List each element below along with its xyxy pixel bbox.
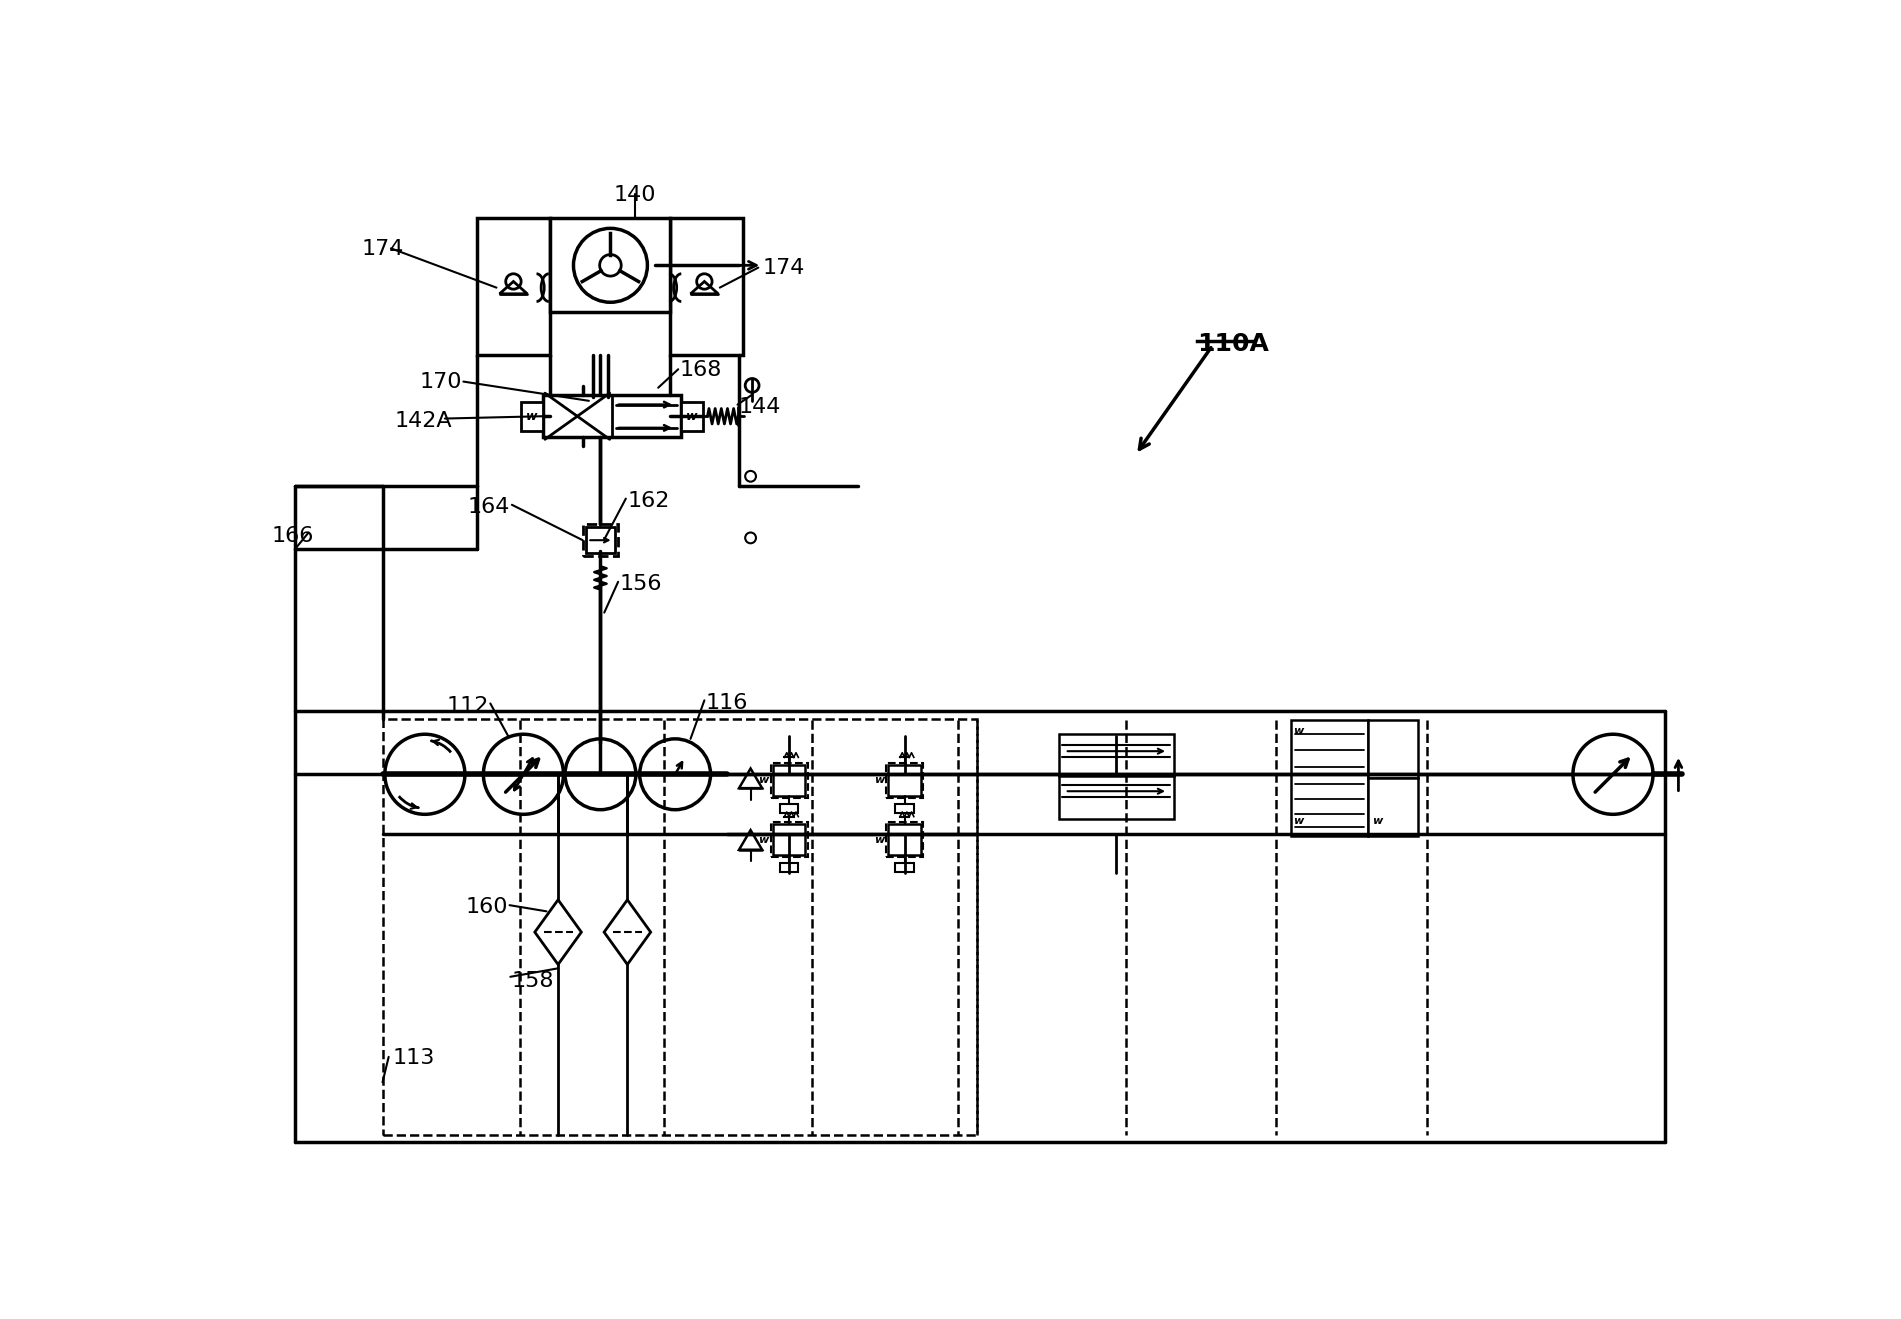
Bar [1369,720,1418,778]
Text: w: w [1293,727,1304,736]
Bar [586,528,616,553]
Circle shape [745,471,757,481]
Bar [770,822,808,857]
Bar [521,401,542,431]
Bar [888,824,920,855]
Bar [774,824,806,855]
Text: 144: 144 [739,397,781,417]
Bar [886,822,924,857]
Text: 110A: 110A [1198,331,1270,356]
Bar [774,765,806,795]
Circle shape [565,739,635,810]
Text: 140: 140 [614,185,656,206]
Bar [1369,778,1418,836]
Text: w: w [758,835,768,844]
Text: 174: 174 [762,259,804,278]
Text: w: w [874,835,884,844]
Text: 170: 170 [420,372,462,392]
Circle shape [641,739,711,810]
Text: 142A: 142A [395,410,452,431]
Text: 113: 113 [392,1047,435,1067]
Circle shape [574,228,648,302]
Text: 116: 116 [705,692,749,712]
Text: w: w [758,776,768,785]
Bar [886,762,924,798]
Bar [779,863,798,872]
Bar [551,219,669,313]
Circle shape [745,533,757,543]
Text: w: w [874,776,884,785]
Bar [681,401,703,431]
Bar [895,863,914,872]
Circle shape [696,274,713,289]
Text: 162: 162 [627,491,669,510]
Bar [1059,735,1175,776]
Text: w: w [1373,816,1382,826]
Bar [477,219,551,355]
Bar [779,803,798,813]
Text: 166: 166 [272,526,314,546]
Circle shape [1572,735,1654,814]
Bar [542,396,681,437]
Text: 112: 112 [447,695,489,716]
Circle shape [483,735,563,814]
Text: 168: 168 [681,360,722,380]
Bar [382,719,977,1134]
Bar [895,803,914,813]
Text: w: w [686,410,698,422]
Bar [888,765,920,795]
Circle shape [745,379,758,392]
Text: 164: 164 [468,497,509,517]
Text: 158: 158 [511,971,555,991]
Text: 174: 174 [361,239,405,259]
Bar [669,219,743,355]
Circle shape [506,274,521,289]
Bar [770,762,808,798]
Circle shape [384,735,466,814]
Bar [1291,720,1369,836]
Text: w: w [1293,816,1304,826]
Bar [584,524,618,557]
Text: 156: 156 [620,574,662,594]
Text: 160: 160 [466,897,508,918]
Circle shape [599,255,622,276]
Text: w: w [527,410,538,422]
Bar [1059,776,1175,819]
